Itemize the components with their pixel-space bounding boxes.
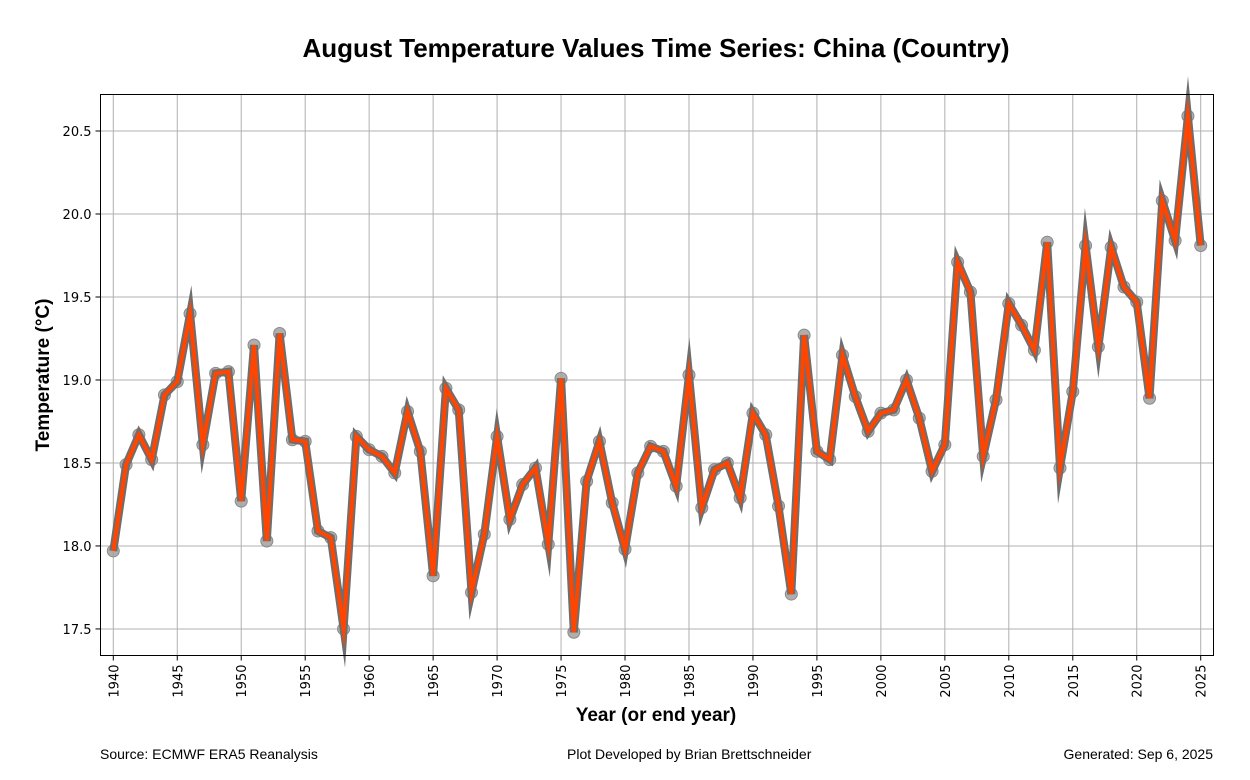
x-tick-label: 1945 bbox=[171, 665, 186, 698]
y-tick-label: 18.5 bbox=[63, 457, 92, 472]
x-tick-label: 1980 bbox=[619, 665, 634, 698]
credit-note: Plot Developed by Brian Brettschneider bbox=[567, 746, 812, 762]
x-tick-label: 1950 bbox=[235, 665, 250, 698]
x-tick-label: 1955 bbox=[299, 665, 314, 698]
y-tick-label: 18.0 bbox=[63, 540, 92, 555]
y-axis-label: Temperature (°C) bbox=[33, 299, 54, 452]
x-tick-label: 2000 bbox=[875, 665, 890, 698]
x-tick-label: 1965 bbox=[427, 665, 442, 698]
source-note: Source: ECMWF ERA5 Reanalysis bbox=[100, 746, 318, 762]
x-tick-label: 1985 bbox=[683, 665, 698, 698]
x-tick-label: 1960 bbox=[363, 665, 378, 698]
x-tick-label: 1990 bbox=[747, 665, 762, 698]
x-tick-label: 2020 bbox=[1131, 665, 1146, 698]
x-tick-label: 1970 bbox=[491, 665, 506, 698]
plot-frame bbox=[100, 94, 1214, 656]
x-tick-label: 2025 bbox=[1195, 665, 1210, 698]
y-axis-ticks: 17.5 18.0 18.5 19.0 19.5 20.0 20.5 bbox=[63, 125, 101, 638]
y-tick-label: 20.0 bbox=[63, 208, 92, 223]
x-tick-label: 2010 bbox=[1003, 665, 1018, 698]
y-tick-label: 19.0 bbox=[63, 374, 92, 389]
series-line bbox=[111, 96, 1203, 649]
y-tick-label: 20.5 bbox=[63, 125, 92, 140]
chart-title: August Temperature Values Time Series: C… bbox=[303, 33, 1010, 63]
x-axis-ticks: 1940 1945 1950 1955 1960 1965 1970 1975 1980 1985… bbox=[107, 655, 1210, 698]
x-tick-label: 2015 bbox=[1067, 665, 1082, 698]
y-tick-label: 17.5 bbox=[63, 623, 92, 638]
generated-date: Generated: Sep 6, 2025 bbox=[1063, 746, 1213, 762]
x-tick-label: 1995 bbox=[811, 665, 826, 698]
x-axis-label: Year (or end year) bbox=[576, 705, 737, 726]
x-tick-label: 2005 bbox=[939, 665, 954, 698]
y-tick-label: 19.5 bbox=[63, 291, 92, 306]
grid bbox=[100, 94, 1214, 656]
series-group bbox=[106, 76, 1208, 668]
x-tick-label: 1975 bbox=[555, 665, 570, 698]
x-tick-label: 1940 bbox=[107, 665, 122, 698]
